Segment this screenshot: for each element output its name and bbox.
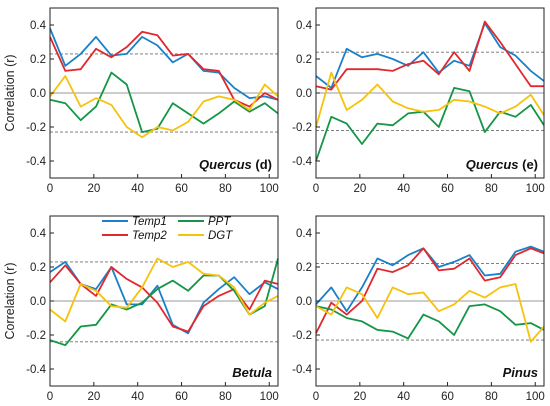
x-tick-label: 20 [353,183,366,195]
y-tick-label: 0.2 [30,262,46,274]
x-tick-label: 20 [87,391,100,403]
series-line-temp1 [49,28,279,101]
x-tick-label: 100 [526,391,545,403]
series-line-dgt [49,257,279,323]
x-tick-label: 0 [313,391,319,403]
series-line-temp1 [49,260,279,335]
panel-title: Pinus [503,365,538,380]
x-tick-label: 20 [87,183,100,195]
y-tick-label: -0.2 [292,122,312,134]
x-tick-label: 60 [175,183,188,195]
y-tick-label: -0.2 [26,330,46,342]
x-tick-label: 0 [47,183,53,195]
y-tick-label: 0.4 [296,20,313,32]
y-tick-label: -0.2 [292,330,312,342]
series-line-ppt [49,71,279,134]
series-line-temp2 [315,247,545,334]
y-tick-label: 0.2 [296,54,312,66]
y-tick-label: 0.2 [30,54,46,66]
x-tick-label: 0 [47,391,53,403]
chart-panel-1: 0 20 40 60 80 100 -0.4 -0.2 0.0 0.2 0.4 Correlation… [3,7,279,195]
y-tick-label: -0.2 [26,122,46,134]
y-tick-label: -0.4 [26,364,46,376]
x-tick-label: 0 [313,183,319,195]
panel-title: Quercus (e) [466,157,538,172]
y-tick-label: 0.0 [296,88,312,100]
series-line-ppt [315,303,545,340]
y-tick-label: -0.4 [26,156,46,168]
panel-title-genus: Quercus [199,157,252,172]
x-tick-label: 80 [219,391,232,403]
y-tick-label: 0.4 [30,228,47,240]
series-line-temp2 [49,264,279,333]
x-tick-label: 20 [353,391,366,403]
legend: Temp1 PPT Temp2 DGT [102,216,233,242]
panel-title-genus: Quercus [466,157,519,172]
series-line-temp1 [315,22,545,89]
x-tick-label: 80 [485,183,498,195]
y-tick-label: 0.0 [30,296,46,308]
chart-panel-3: 0 20 40 60 80 100 -0.4 -0.2 0.0 0.2 0.4 Correlation… [3,215,279,406]
x-tick-label: 40 [131,391,144,403]
series-line-temp1 [315,245,545,313]
y-axis-label: Correlation (r) [3,54,17,131]
x-tick-label: 60 [441,183,454,195]
x-tick-label: 60 [175,391,188,403]
panel-title-suffix: (e) [519,157,539,172]
x-tick-label: 40 [131,183,144,195]
x-tick-label: 100 [526,183,545,195]
x-tick-label: 60 [441,391,454,403]
x-tick-label: 100 [260,391,279,403]
x-tick-label: 80 [485,391,498,403]
series-line-dgt [49,75,279,139]
legend-label-ppt: PPT [208,216,231,228]
y-tick-label: 0.4 [30,20,47,32]
panel-title: Quercus (d) [199,157,272,172]
y-tick-label: 0.0 [296,296,312,308]
series-line-temp2 [49,30,279,108]
y-tick-label: -0.4 [292,364,312,376]
x-tick-label: 40 [397,391,410,403]
x-tick-label: 80 [219,183,232,195]
panel-title: Betula [232,365,272,380]
series-line-dgt [315,71,545,128]
panel-title-genus: Pinus [503,365,538,380]
x-tick-label: 100 [260,183,279,195]
panel-title-genus: Betula [232,365,272,380]
series-line-ppt [315,87,545,162]
legend-label-temp2: Temp2 [132,230,167,242]
series-line-dgt [315,283,545,343]
series-line-temp2 [315,20,544,91]
legend-label-temp1: Temp1 [132,216,167,228]
y-tick-label: 0.4 [296,228,313,240]
panel-title-suffix: (d) [252,157,272,172]
y-axis-label: Correlation (r) [3,262,17,339]
y-tick-label: 0.0 [30,88,46,100]
x-tick-label: 40 [397,183,410,195]
y-tick-label: 0.2 [296,262,312,274]
y-tick-label: -0.4 [292,156,312,168]
legend-label-dgt: DGT [208,230,233,242]
chart-panel-2: 0 20 40 60 80 100 -0.4 -0.2 0.0 0.2 0.4 Quercus (e) [292,7,545,195]
